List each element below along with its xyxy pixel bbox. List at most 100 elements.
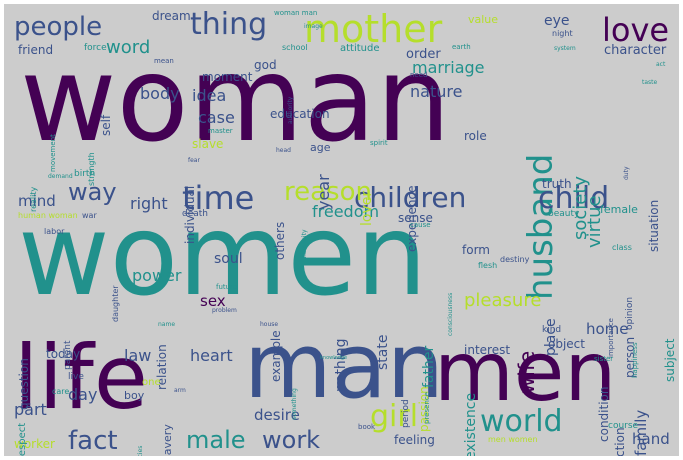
word-freedom: freedom [312,202,380,221]
word-presence: presence [423,391,431,424]
word-attitude: attitude [340,43,380,54]
word-law: law [124,346,152,365]
word-interest: interest [464,343,511,357]
word-cloud: woman women life man men mother husband love thi… [4,4,679,456]
word-arm: arm [174,387,186,394]
word-sister: sister [594,355,614,363]
word-human-woman: human woman [18,211,78,220]
word-pleasure: pleasure [464,290,542,311]
word-earth: earth [452,43,471,51]
word-problem: problem [212,307,237,314]
word-worker: worker [14,437,55,451]
word-act: act [656,61,666,68]
word-existence: existence [463,392,479,456]
word-name: name [158,321,176,328]
word-word: word [106,37,151,58]
word-truth: truth [542,177,572,191]
word-time: time [182,179,255,217]
word-eye: eye [544,13,570,29]
word-image: image [304,23,323,30]
word-care: care [52,387,70,396]
word-state: state [375,334,391,370]
word-duty: duty [623,166,630,180]
word-period: period [401,399,411,428]
word-force: force [84,43,107,53]
word-friend: friend [18,43,54,57]
word-reason: reason [284,177,372,207]
word-birth: birth [74,169,96,179]
word-happiness: happiness [631,342,639,378]
word-humanity: humanity [301,229,308,259]
word-mother: mother [304,7,443,51]
word-god: god [254,58,277,72]
word-death: death [182,209,208,219]
word-wife: wife [515,350,539,394]
word-destiny: destiny [500,255,530,264]
word-woman-man: woman man [274,9,318,17]
word-object: object [548,337,585,351]
word-cause: cause [410,221,431,229]
word-people: people [14,12,103,42]
word-life: life [14,326,149,429]
word-order: order [406,47,441,62]
word-question: question [17,358,31,410]
word-course: course [608,421,639,431]
word-master: master [208,127,233,135]
word-sex: sex [200,292,226,310]
word-reality: reality [29,186,38,212]
word-lover: lover [359,190,375,226]
word-marriage: marriage [412,58,485,77]
word-feeling: feeling [394,433,435,447]
word-taste: taste [642,79,658,86]
word-heart: heart [190,346,233,365]
word-nature: nature [410,82,463,101]
word-role: role [464,129,487,143]
word-desire: desire [254,406,300,424]
word-night: night [552,29,573,38]
word-power: power [132,266,182,285]
word-child: child [538,181,610,216]
word-age: age [310,141,331,154]
word-opinion: opinion [625,296,635,330]
word-system: system [554,45,576,52]
word-class: class [612,243,632,252]
word-men-women: men women [488,435,538,444]
word-demand: demand [48,173,73,180]
word-boy: boy [124,389,145,402]
word-subject: subject [663,338,677,383]
word-kind: kind [542,325,562,335]
word-love: love [602,11,670,49]
word-dream: dream [152,9,191,23]
word-world: world [480,404,563,439]
word-father: father [421,345,437,388]
word-something: something [291,388,298,420]
word-male: male [186,426,246,454]
word-others: others [273,221,287,260]
word-head: head [276,147,291,154]
word-husband: husband [521,153,561,300]
word-knowledge: knowledge [320,355,348,361]
word-slavery: slavery [161,424,174,456]
word-importance: importance [607,318,615,358]
word-character: character [604,43,667,58]
word-year: year [314,174,333,210]
word-labor: labor [44,227,65,236]
word-thing: thing [190,7,268,42]
word-hand: hand [632,430,670,448]
word-form: form [462,243,490,257]
word-nothing: nothing [333,338,349,392]
word-flesh: flesh [478,261,498,270]
word-case: case [198,108,235,127]
word-fear: fear [188,157,200,164]
word-condition: condition [597,386,611,442]
word-beauty: beauty [548,209,580,219]
word-body: body [140,84,180,103]
word-girl: girl [370,399,419,434]
word-mean: mean [154,57,174,65]
word-school: school [282,43,308,52]
word-need: need [410,71,428,79]
word-movement: movement [49,134,57,172]
word-war: war [82,211,97,220]
word-fact: fact [68,426,118,456]
word-slave: slave [192,137,224,151]
